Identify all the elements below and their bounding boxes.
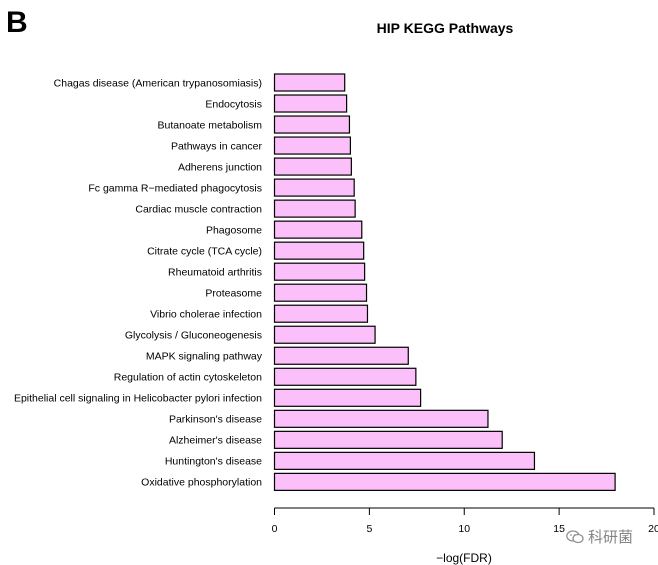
watermark-text: 科研菌 xyxy=(588,528,634,546)
bar xyxy=(273,241,365,260)
bar xyxy=(273,388,422,407)
x-axis: 0 5 10 15 20 −log(FDR) xyxy=(272,507,658,565)
category-label: Parkinson's disease xyxy=(169,414,262,426)
category-label: Vibrio cholerae infection xyxy=(150,309,262,321)
category-label: Regulation of actin cytoskeleton xyxy=(114,372,262,384)
bar xyxy=(273,178,355,197)
bar xyxy=(273,346,409,365)
x-tick-label: 15 xyxy=(553,523,565,535)
bar xyxy=(273,220,363,239)
bar xyxy=(273,409,489,428)
wechat-icon xyxy=(566,529,584,544)
category-label: Alzheimer's disease xyxy=(169,435,262,447)
bar xyxy=(273,472,616,491)
x-axis-label: −log(FDR) xyxy=(436,551,492,565)
chart-title: HIP KEGG Pathways xyxy=(376,20,514,36)
category-label: Phagosome xyxy=(206,224,262,236)
category-label: Oxidative phosphorylation xyxy=(141,477,262,489)
category-label: Cardiac muscle contraction xyxy=(135,203,262,215)
bar xyxy=(273,115,351,134)
category-label: MAPK signaling pathway xyxy=(146,351,263,363)
x-tick-label: 0 xyxy=(272,523,278,535)
category-label: Chagas disease (American trypanosomiasis… xyxy=(54,77,262,89)
category-label: Endocytosis xyxy=(205,98,262,110)
x-tick-label: 20 xyxy=(648,523,658,535)
bar xyxy=(273,325,376,344)
bar xyxy=(273,283,368,302)
category-label: Fc gamma R−mediated phagocytosis xyxy=(88,182,262,194)
x-tick-label: 5 xyxy=(366,523,372,535)
bar xyxy=(273,304,369,323)
bar xyxy=(273,199,356,218)
category-labels: Chagas disease (American trypanosomiasis… xyxy=(14,77,263,488)
bar xyxy=(273,430,503,449)
bar xyxy=(273,367,417,386)
watermark: 科研菌 xyxy=(566,526,633,547)
category-label: Citrate cycle (TCA cycle) xyxy=(147,245,262,257)
category-label: Adherens junction xyxy=(178,161,262,173)
bar xyxy=(273,136,352,155)
bar xyxy=(273,451,536,470)
bar xyxy=(273,94,348,113)
category-label: Proteasome xyxy=(205,288,262,300)
category-label: Butanoate metabolism xyxy=(158,119,263,131)
panel-label: B xyxy=(6,6,28,39)
category-label: Rheumatoid arthritis xyxy=(168,266,262,278)
category-label: Pathways in cancer xyxy=(171,140,263,152)
category-label: Glycolysis / Gluconeogenesis xyxy=(125,330,262,342)
x-tick-label: 10 xyxy=(458,523,470,535)
bar xyxy=(273,262,366,281)
bar xyxy=(273,73,346,92)
bar xyxy=(273,157,352,176)
category-label: Epithelial cell signaling in Helicobacte… xyxy=(14,393,262,405)
category-label: Huntington's disease xyxy=(165,456,262,468)
bars-layer xyxy=(273,73,616,491)
